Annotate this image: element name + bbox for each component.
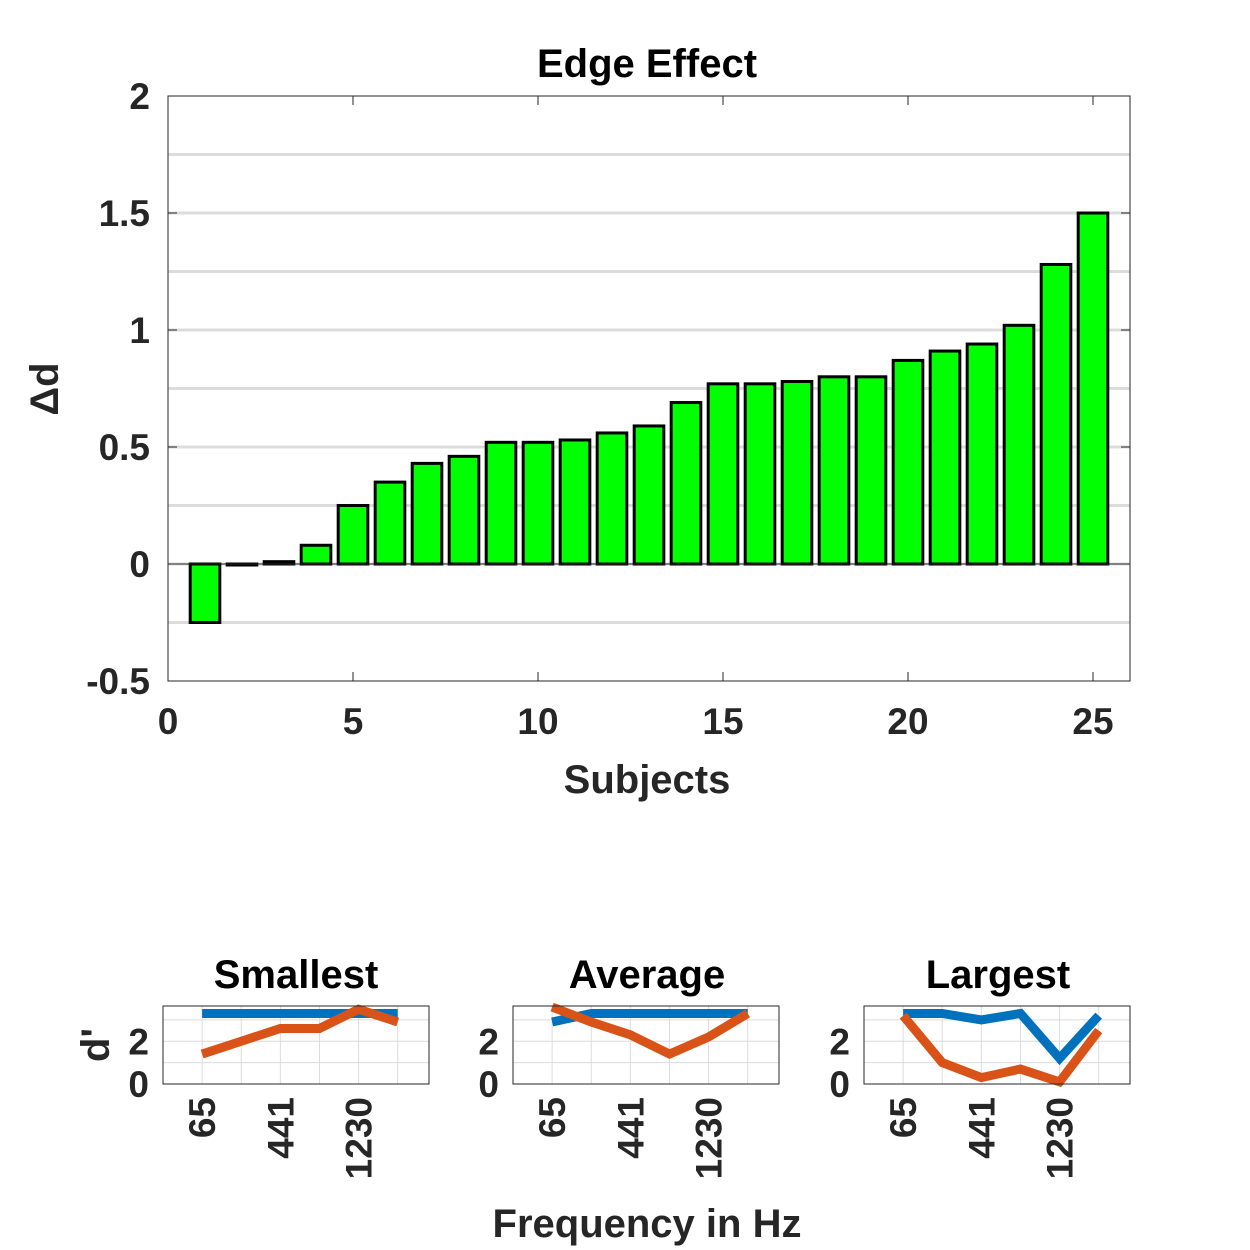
panel-frame — [162, 1005, 430, 1085]
smallest-panel: Smallest d' 02 65 441 1230 — [74, 953, 430, 1179]
bar — [558, 438, 592, 566]
bar — [373, 480, 407, 566]
y-tick-label: 0 — [128, 1064, 149, 1105]
bar — [669, 401, 703, 566]
x-tick-label: 5 — [343, 701, 364, 742]
y-tick-label: -0.5 — [86, 661, 150, 702]
bar — [521, 440, 555, 566]
y-tick-label: 1.5 — [99, 193, 150, 234]
x-tick-label: 1230 — [1040, 1097, 1081, 1179]
panel-title-smallest: Smallest — [214, 953, 379, 997]
bar — [1002, 323, 1036, 566]
bar — [780, 379, 814, 566]
bar — [336, 504, 370, 566]
x-tick-label: 0 — [158, 701, 179, 742]
panel-y-axis-label: d' — [74, 1028, 118, 1062]
panel-frame — [863, 1005, 1131, 1085]
bar — [891, 358, 925, 566]
x-tick-label: 20 — [887, 701, 928, 742]
y-axis-label: Δd — [23, 362, 67, 415]
y-tick-label: 2 — [829, 1021, 850, 1062]
bar — [447, 454, 481, 566]
bar — [632, 424, 666, 566]
largest-panel: Largest 02 65 441 1230 — [829, 953, 1131, 1179]
x-tick-label: 441 — [610, 1097, 651, 1159]
x-tick-label: 65 — [532, 1097, 573, 1138]
x-tick-label: 1230 — [689, 1097, 730, 1179]
bar — [1039, 262, 1073, 566]
bar — [595, 431, 629, 566]
average-panel: Average 02 65 441 1230 — [478, 953, 780, 1179]
bar — [410, 461, 444, 566]
y-tick-label: 0.5 — [99, 427, 150, 468]
bar — [188, 562, 222, 624]
x-tick-label: 10 — [517, 701, 558, 742]
y-tick-label: 0 — [129, 544, 150, 585]
y-tick-label: 2 — [128, 1021, 149, 1062]
edge-effect-chart: 0 5 10 15 20 25-0.500.511.52 Edge Effect Subj… — [23, 42, 1131, 802]
plot-frame — [167, 95, 1131, 682]
x-tick-label: 441 — [961, 1097, 1002, 1159]
shared-x-axis-label: Frequency in Hz — [493, 1202, 802, 1246]
bar — [854, 375, 888, 566]
series-line-blue — [903, 1008, 1103, 1066]
x-tick-label: 15 — [702, 701, 743, 742]
bar — [1076, 211, 1110, 566]
panel-title-largest: Largest — [926, 953, 1071, 997]
y-tick-label: 2 — [478, 1021, 499, 1062]
bar — [817, 375, 851, 566]
bar — [743, 382, 777, 566]
ticks: 0 5 10 15 20 25-0.500.511.52 — [86, 76, 1130, 742]
y-tick-label: 0 — [478, 1064, 499, 1105]
y-tick-label: 0 — [829, 1064, 850, 1105]
y-tick-label: 2 — [129, 76, 150, 117]
chart-title: Edge Effect — [537, 42, 757, 86]
x-axis-label: Subjects — [564, 758, 731, 802]
panel-frame — [512, 1005, 780, 1085]
bar — [928, 349, 962, 566]
series-line-orange — [200, 1004, 400, 1059]
series-line-orange — [550, 1002, 751, 1060]
y-tick-label: 1 — [129, 310, 150, 351]
bar — [965, 342, 999, 566]
x-tick-label: 1230 — [339, 1097, 380, 1179]
x-tick-label: 65 — [883, 1097, 924, 1138]
bar — [484, 440, 518, 566]
bar — [706, 382, 740, 566]
x-tick-label: 65 — [182, 1097, 223, 1138]
series-line-orange — [899, 1012, 1103, 1088]
panel-title-average: Average — [569, 953, 725, 997]
x-tick-label: 25 — [1072, 701, 1113, 742]
bar — [299, 543, 333, 566]
x-tick-label: 441 — [260, 1097, 301, 1159]
